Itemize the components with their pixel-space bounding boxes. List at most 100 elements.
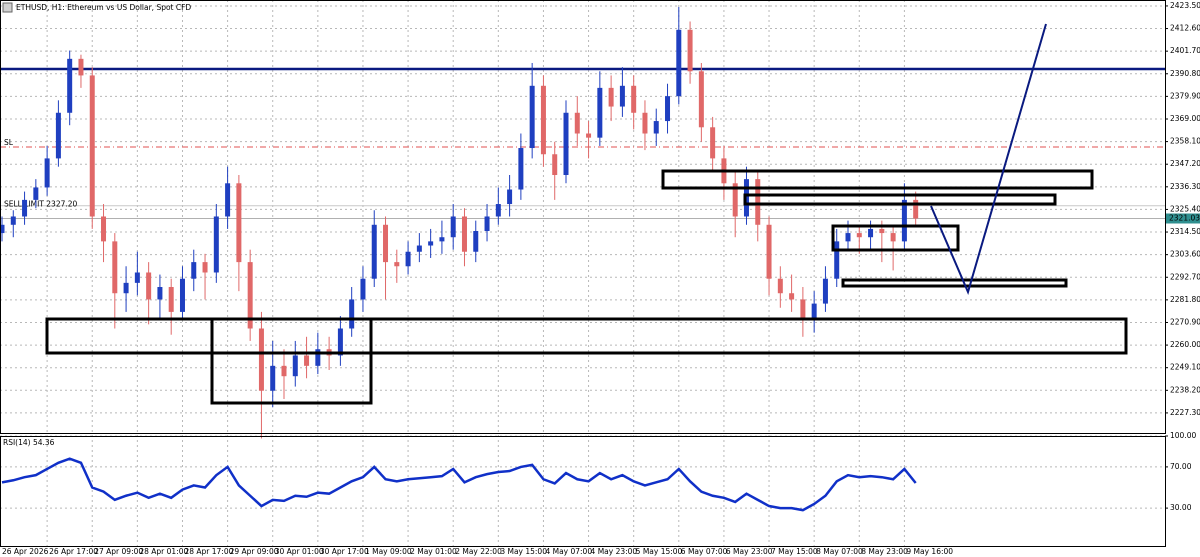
- candle-body: [450, 216, 456, 238]
- candle-body: [495, 204, 501, 217]
- candles: [0, 6, 919, 439]
- x-tick-label: 26 Apr 17:00: [49, 547, 98, 556]
- rsi-label: RSI(14) 54.36: [3, 438, 55, 447]
- x-tick-label: 2 May 22:00: [455, 547, 502, 556]
- zone-box: [831, 224, 960, 252]
- candle-body: [371, 224, 377, 279]
- y-tick-label: 2249.10: [1170, 363, 1200, 372]
- candle-body: [473, 231, 479, 252]
- y-tick-label: 2379.90: [1170, 91, 1200, 100]
- y-tick-label: 2303.60: [1170, 250, 1200, 259]
- candle-body: [698, 71, 704, 128]
- candle-body: [563, 112, 569, 175]
- candle-body: [112, 241, 118, 294]
- rsi-panel-frame: [0, 436, 1166, 547]
- x-tick-label: 7 May 15:00: [771, 547, 818, 556]
- candle-body: [631, 85, 637, 113]
- y-tick-label: 2336.30: [1170, 182, 1200, 191]
- x-tick-label: 3 May 15:00: [500, 547, 547, 556]
- candle-body: [101, 216, 107, 242]
- y-tick-label: 2347.20: [1170, 159, 1200, 168]
- candle-body: [179, 278, 185, 312]
- y-tick-label: 2369.00: [1170, 114, 1200, 123]
- candle-body: [315, 349, 321, 366]
- candle-body: [292, 355, 298, 377]
- projection-path: [930, 23, 1047, 295]
- candle-body: [755, 179, 761, 225]
- x-tick-label: 27 Apr 09:00: [94, 547, 143, 556]
- candle-body: [901, 199, 907, 242]
- candle-body: [879, 228, 885, 234]
- candle-body: [676, 29, 682, 97]
- candle-body: [157, 287, 163, 300]
- y-tick-label: 2423.50: [1170, 1, 1200, 10]
- x-tick-label: 4 May 07:00: [545, 547, 592, 556]
- zone-box: [743, 193, 1057, 206]
- symbol-icon: [2, 2, 13, 13]
- candle-body: [507, 189, 513, 205]
- candle-body: [213, 216, 219, 273]
- candle-body: [484, 216, 490, 232]
- y-tick-label: 2227.30: [1170, 408, 1200, 417]
- zones: [45, 23, 1128, 405]
- candle-body: [777, 278, 783, 294]
- main-panel-frame: [0, 0, 1166, 434]
- candle-body: [766, 224, 772, 279]
- current-price-label: 2321.03: [1169, 213, 1200, 222]
- candle-body: [55, 112, 61, 159]
- y-tick-label: 2260.00: [1170, 340, 1200, 349]
- candle-body: [597, 87, 603, 138]
- candle-body: [22, 199, 28, 217]
- candle-body: [800, 299, 806, 321]
- candle-body: [856, 233, 862, 238]
- x-tick-label: 5 May 15:00: [636, 547, 683, 556]
- candle-body: [168, 287, 174, 312]
- rsi-tick-label: 100.00: [1170, 431, 1196, 440]
- x-tick-label: 30 Apr 17:00: [320, 547, 369, 556]
- candle-body: [540, 85, 546, 155]
- candle-body: [281, 365, 287, 377]
- candle-body: [89, 75, 95, 217]
- x-tick-label: 30 Apr 01:00: [275, 547, 324, 556]
- zone-box: [841, 278, 1068, 288]
- candle-body: [619, 85, 625, 107]
- candle-body: [642, 112, 648, 134]
- candle-body: [552, 154, 558, 175]
- x-tick-label: 9 May 16:00: [906, 547, 953, 556]
- candle-body: [710, 127, 716, 159]
- x-tick-label: 4 May 23:00: [591, 547, 638, 556]
- candle-body: [360, 278, 366, 300]
- y-tick-label: 2238.20: [1170, 385, 1200, 394]
- candle-body: [845, 233, 851, 242]
- candle-body: [0, 224, 5, 234]
- candle-body: [191, 262, 197, 279]
- candle-body: [146, 272, 152, 300]
- candle-body: [574, 112, 580, 134]
- chart-title: ETHUSD, H1: Ethereum vs US Dollar, Spot …: [16, 3, 191, 12]
- rsi-tick-label: 70.00: [1170, 462, 1192, 471]
- x-tick-label: 6 May 23:00: [726, 547, 773, 556]
- candle-body: [439, 237, 445, 242]
- candle-body: [225, 183, 231, 217]
- candle-body: [732, 183, 738, 217]
- rsi-tick-label: 30.00: [1170, 503, 1192, 512]
- candle-body: [416, 245, 422, 252]
- candle-body: [687, 29, 693, 72]
- candle-body: [834, 241, 840, 279]
- x-tick-label: 29 Apr 09:00: [230, 547, 279, 556]
- rsi-panel: [1, 457, 917, 512]
- candle-body: [236, 183, 242, 263]
- candle-body: [653, 121, 659, 134]
- x-tick-label: 8 May 23:00: [861, 547, 908, 556]
- candle-body: [44, 158, 50, 188]
- y-tick-label: 2401.70: [1170, 46, 1200, 55]
- x-tick-label: 26 Apr 2026: [2, 547, 49, 556]
- candle-body: [33, 187, 39, 200]
- candle-body: [428, 241, 434, 246]
- candle-body: [10, 216, 16, 225]
- candle-body: [665, 96, 671, 122]
- x-tick-label: 1 May 09:00: [365, 547, 412, 556]
- zone-box: [210, 317, 373, 405]
- y-tick-label: 2270.90: [1170, 317, 1200, 326]
